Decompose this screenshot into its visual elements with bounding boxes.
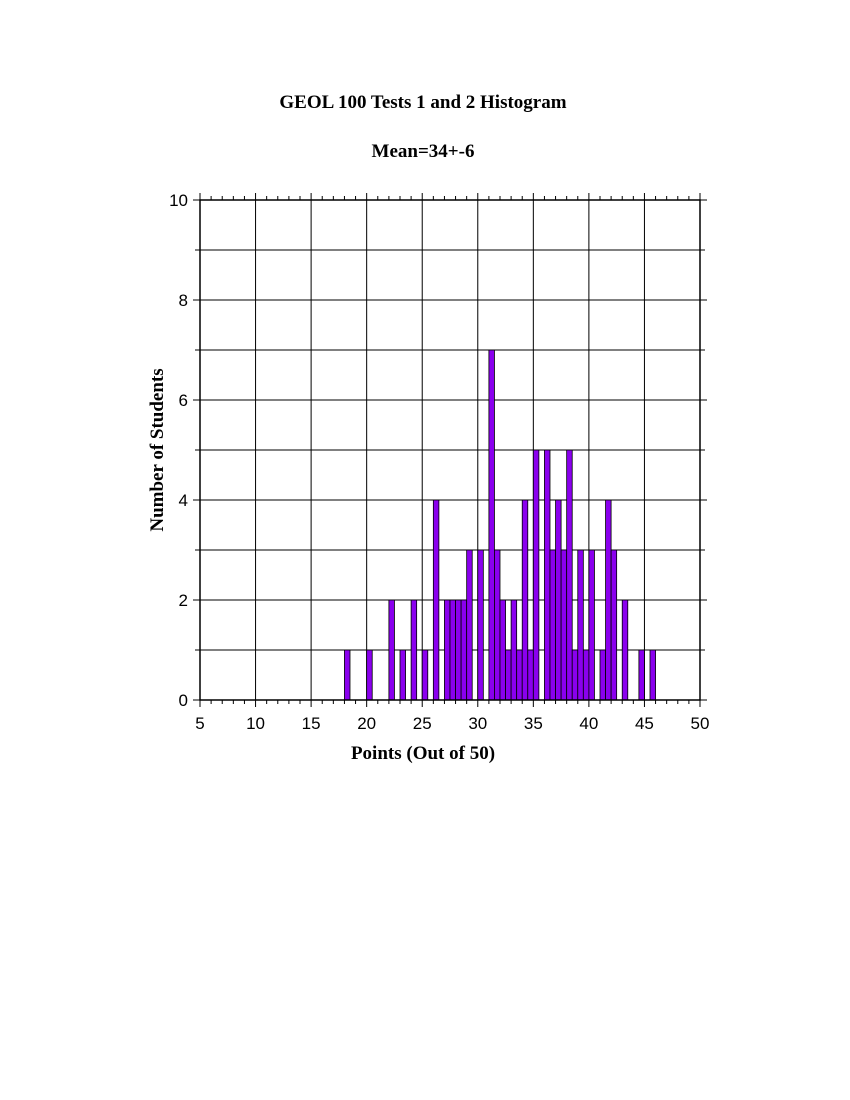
bars [344,349,656,701]
bar-10 [460,599,468,701]
bar-5 [421,649,429,701]
bar-32 [605,499,612,701]
bar-0 [344,649,351,701]
x-tick-label-9: 50 [691,714,710,733]
bar-12 [477,549,484,701]
y-tick-label-2: 4 [179,491,188,510]
bar-2 [388,599,395,701]
bar-36 [649,649,656,701]
bar-21 [532,449,540,701]
x-axis-label: Points (Out of 50) [351,743,495,764]
bar-25 [560,549,568,701]
x-tick-label-1: 10 [246,714,265,733]
bar-14 [494,549,501,701]
bar-13 [488,349,495,701]
plot-frame [199,199,701,701]
bar-7 [444,599,451,701]
y-tick-labels: 0 2 4 6 8 10 [169,191,188,710]
bar-33 [610,549,618,701]
y-tick-label-0: 0 [179,691,188,710]
x-tick-label-6: 35 [524,714,543,733]
bar-17 [510,599,518,701]
bar-9 [455,599,462,701]
chart-subtitle: Mean=34+-6 [372,141,475,162]
x-tick-labels: 5 10 15 20 25 30 35 40 45 50 [195,714,709,733]
y-tick-label-5: 10 [169,191,188,210]
bar-31 [599,649,606,701]
bar-30 [588,549,595,701]
x-tick-label-4: 25 [413,714,432,733]
bar-16 [505,649,512,701]
bar-27 [571,649,579,701]
bar-24 [555,499,562,701]
bar-18 [516,649,523,701]
bar-22 [544,449,551,701]
bar-23 [549,549,556,701]
x-tick-label-8: 45 [635,714,654,733]
y-tick-label-1: 2 [179,591,188,610]
bar-1 [366,649,373,701]
bar-6 [432,499,440,701]
bar-20 [527,649,534,701]
y-tick-label-4: 8 [179,291,188,310]
bar-34 [621,599,629,701]
x-tick-label-7: 40 [579,714,598,733]
x-tick-label-5: 30 [468,714,487,733]
bar-3 [399,649,406,701]
bar-26 [566,449,573,701]
y-tick-label-3: 6 [179,391,188,410]
x-tick-label-0: 5 [195,714,204,733]
bar-8 [449,599,456,701]
bar-11 [466,549,473,701]
y-axis-label: Number of Students [147,368,168,531]
x-tick-label-2: 15 [302,714,321,733]
chart-title: GEOL 100 Tests 1 and 2 Histogram [279,92,566,113]
bar-28 [577,549,584,701]
bar-19 [521,499,529,701]
bar-35 [638,649,645,701]
bar-4 [410,599,418,701]
bar-15 [499,599,506,701]
bar-29 [582,649,590,701]
x-tick-label-3: 20 [357,714,376,733]
